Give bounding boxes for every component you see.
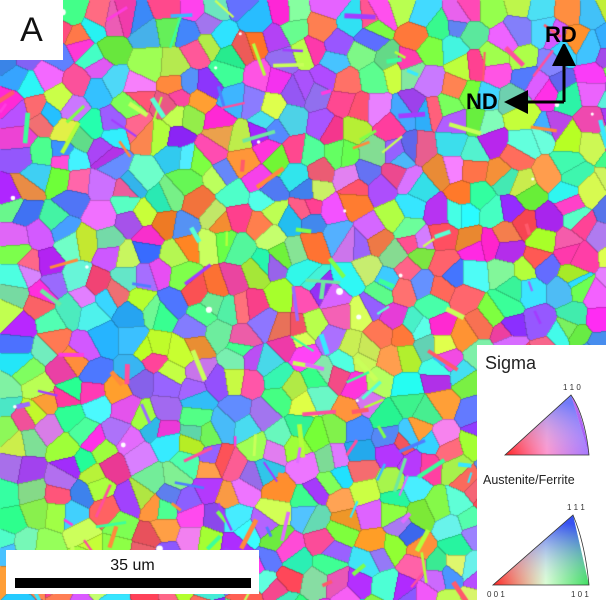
ipf-legend: Sigma 1 1 0 Austenite/Ferrite xyxy=(477,345,606,600)
legend-sigma-title: Sigma xyxy=(485,353,537,373)
sigma-corner-label: 1 1 0 xyxy=(563,383,581,392)
axis-arrows-icon xyxy=(504,44,576,114)
phase-corner-top-label: 1 1 1 xyxy=(567,503,585,512)
scale-bar-box: 35 um xyxy=(6,550,259,594)
phase-corner-right-label: 1 0 1 xyxy=(571,590,589,599)
austenite-ferrite-ipf-triangle-icon: 1 1 1 0 0 1 1 0 1 xyxy=(487,503,590,599)
sigma-ipf-triangle-icon: 1 1 0 xyxy=(503,383,590,456)
phase-corner-left-label: 0 0 1 xyxy=(487,590,505,599)
axis-label-rd: RD xyxy=(545,22,577,47)
panel-label: A xyxy=(0,0,63,60)
scale-bar xyxy=(15,578,251,588)
scale-bar-label: 35 um xyxy=(110,557,155,574)
axis-label-nd: ND xyxy=(466,89,498,114)
legend-phase-title: Austenite/Ferrite xyxy=(483,473,575,487)
